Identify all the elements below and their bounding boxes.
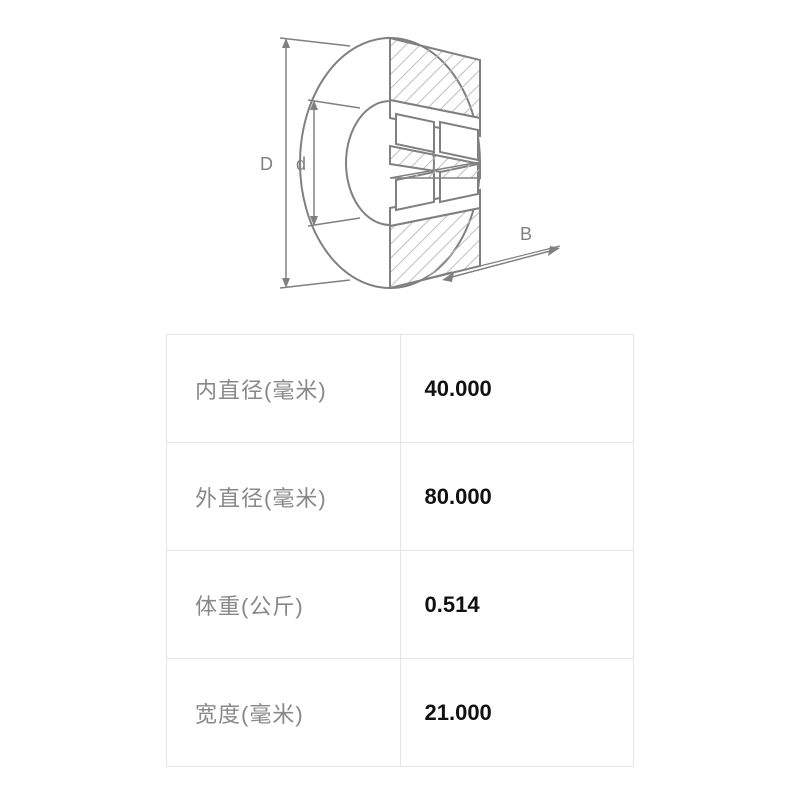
spec-table: 内直径(毫米) 40.000 外直径(毫米) 80.000 体重(公斤) 0.5… — [166, 334, 634, 767]
table-row: 体重(公斤) 0.514 — [167, 551, 634, 659]
bearing-diagram: D d B — [220, 18, 580, 308]
dim-label-D: D — [260, 154, 273, 174]
dim-label-d: d — [296, 154, 306, 174]
spec-value-weight: 0.514 — [400, 551, 634, 659]
table-row: 内直径(毫米) 40.000 — [167, 335, 634, 443]
spec-value-outer-diameter: 80.000 — [400, 443, 634, 551]
table-row: 宽度(毫米) 21.000 — [167, 659, 634, 767]
spec-label-weight: 体重(公斤) — [167, 551, 401, 659]
spec-value-inner-diameter: 40.000 — [400, 335, 634, 443]
dim-label-B: B — [520, 224, 532, 244]
table-row: 外直径(毫米) 80.000 — [167, 443, 634, 551]
spec-label-outer-diameter: 外直径(毫米) — [167, 443, 401, 551]
spec-label-inner-diameter: 内直径(毫米) — [167, 335, 401, 443]
spec-value-width: 21.000 — [400, 659, 634, 767]
spec-label-width: 宽度(毫米) — [167, 659, 401, 767]
